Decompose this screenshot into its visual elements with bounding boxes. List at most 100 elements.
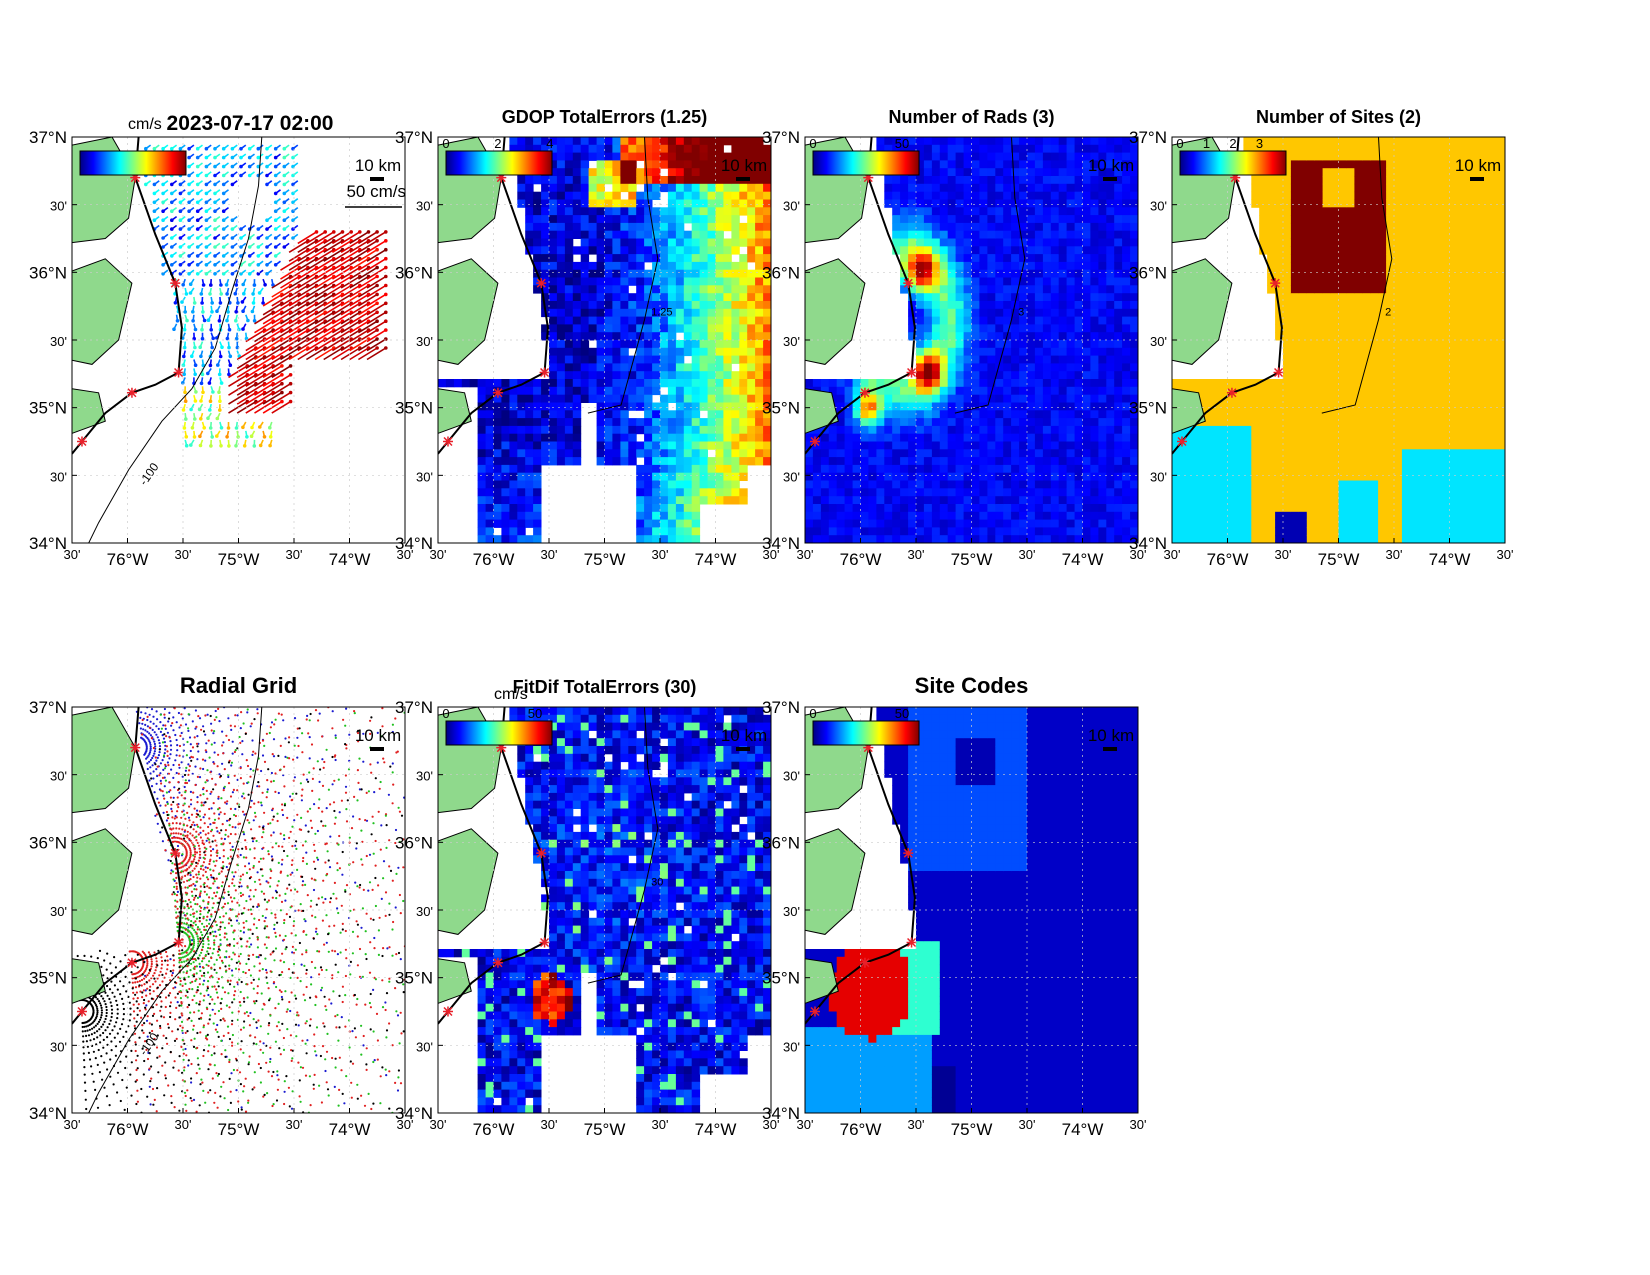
grid-cell (683, 152, 693, 161)
grid-cell (1122, 191, 1131, 200)
grid-cell (604, 301, 613, 310)
grid-cell (1130, 332, 1138, 341)
grid-cell (588, 137, 597, 146)
grid-cell (1003, 269, 1012, 278)
current-vector (262, 400, 283, 414)
grid-cell (517, 425, 526, 435)
grid-cell (916, 222, 925, 232)
grid-cell (916, 285, 925, 294)
grid-cell (1074, 261, 1083, 271)
grid-cell (1090, 480, 1099, 489)
grid-cell (860, 410, 869, 419)
grid-cell (1011, 464, 1020, 474)
grid-cell (1106, 496, 1115, 505)
grid-cell (892, 144, 901, 154)
grid-cell (955, 183, 964, 193)
vector-head (204, 146, 209, 151)
vector-head (152, 200, 157, 205)
grid-cell (1122, 457, 1131, 466)
grid-cell (556, 340, 566, 349)
vector-head (189, 407, 193, 412)
vector-head (190, 426, 195, 430)
grid-cell (884, 379, 893, 388)
grid-cell (963, 394, 972, 403)
grid-cell (1090, 394, 1099, 403)
grid-cell (556, 293, 566, 302)
vector-head (204, 218, 209, 222)
current-vector (331, 275, 352, 289)
grid-cell (691, 261, 701, 271)
grid-cell (683, 535, 693, 543)
grid-cell (844, 480, 853, 489)
grid-cell (604, 152, 613, 161)
grid-cell (533, 535, 542, 543)
vector-head (241, 327, 245, 331)
grid-cell (517, 394, 526, 403)
grid-cell (660, 464, 669, 474)
grid-cell (715, 441, 724, 450)
grid-cell (836, 441, 846, 450)
grid-cell (1042, 308, 1052, 318)
lat-tick-label: 37°N (762, 128, 800, 147)
grid-cell (963, 215, 972, 224)
vector-head (188, 282, 193, 287)
grid-cell (604, 277, 613, 286)
vector-head (239, 236, 243, 240)
grid-cell (812, 504, 822, 513)
grid-cell (1259, 464, 1268, 474)
grid-cell (660, 207, 669, 216)
grid-cell (987, 488, 996, 497)
grid-cell (604, 394, 613, 403)
grid-cell (1267, 511, 1276, 521)
grid-cell (979, 316, 988, 325)
grid-cell (525, 386, 534, 396)
grid-cell (955, 308, 964, 318)
grid-cell (955, 425, 964, 435)
grid-cell (556, 449, 566, 458)
grid-cell (908, 269, 917, 278)
grid-cell (892, 418, 901, 427)
grid-cell (731, 418, 740, 427)
grid-cell (1090, 488, 1099, 497)
grid-cell (501, 433, 510, 442)
grid-cell (596, 144, 605, 154)
grid-cell (660, 285, 669, 294)
grid-cell (1235, 394, 1244, 403)
grid-cell (923, 379, 933, 388)
grid-cell (620, 285, 629, 294)
grid-cell (900, 222, 909, 232)
vector-head (247, 173, 252, 178)
grid-cell (916, 371, 925, 380)
grid-cell (916, 168, 925, 177)
radar-site-marker (442, 436, 453, 447)
grid-cell (731, 269, 740, 278)
grid-cell (1034, 152, 1044, 161)
grid-cell (731, 230, 740, 239)
grid-cell (533, 144, 542, 154)
grid-cell (699, 433, 708, 442)
grid-cell (739, 386, 748, 396)
grid-cell (1106, 464, 1115, 474)
grid-cell (979, 183, 988, 193)
vector-head (230, 155, 235, 160)
grid-cell (731, 410, 740, 419)
grid-cell (549, 261, 558, 271)
grid-cell (1251, 176, 1260, 185)
grid-cell (1082, 222, 1091, 232)
grid-cell (916, 144, 925, 154)
grid-cell (707, 457, 716, 466)
grid-cell (644, 347, 653, 357)
grid-cell (588, 238, 597, 247)
grid-cell (636, 472, 645, 481)
grid-cell (971, 168, 980, 177)
vector-head (282, 218, 287, 222)
grid-cell (628, 293, 637, 302)
grid-cell (900, 402, 909, 411)
grid-cell (931, 269, 941, 278)
grid-cell (739, 379, 748, 388)
grid-cell (644, 480, 653, 489)
grid-cell (699, 254, 708, 263)
grid-cell (979, 332, 988, 341)
grid-cell (691, 527, 701, 536)
grid-cell (947, 308, 957, 318)
